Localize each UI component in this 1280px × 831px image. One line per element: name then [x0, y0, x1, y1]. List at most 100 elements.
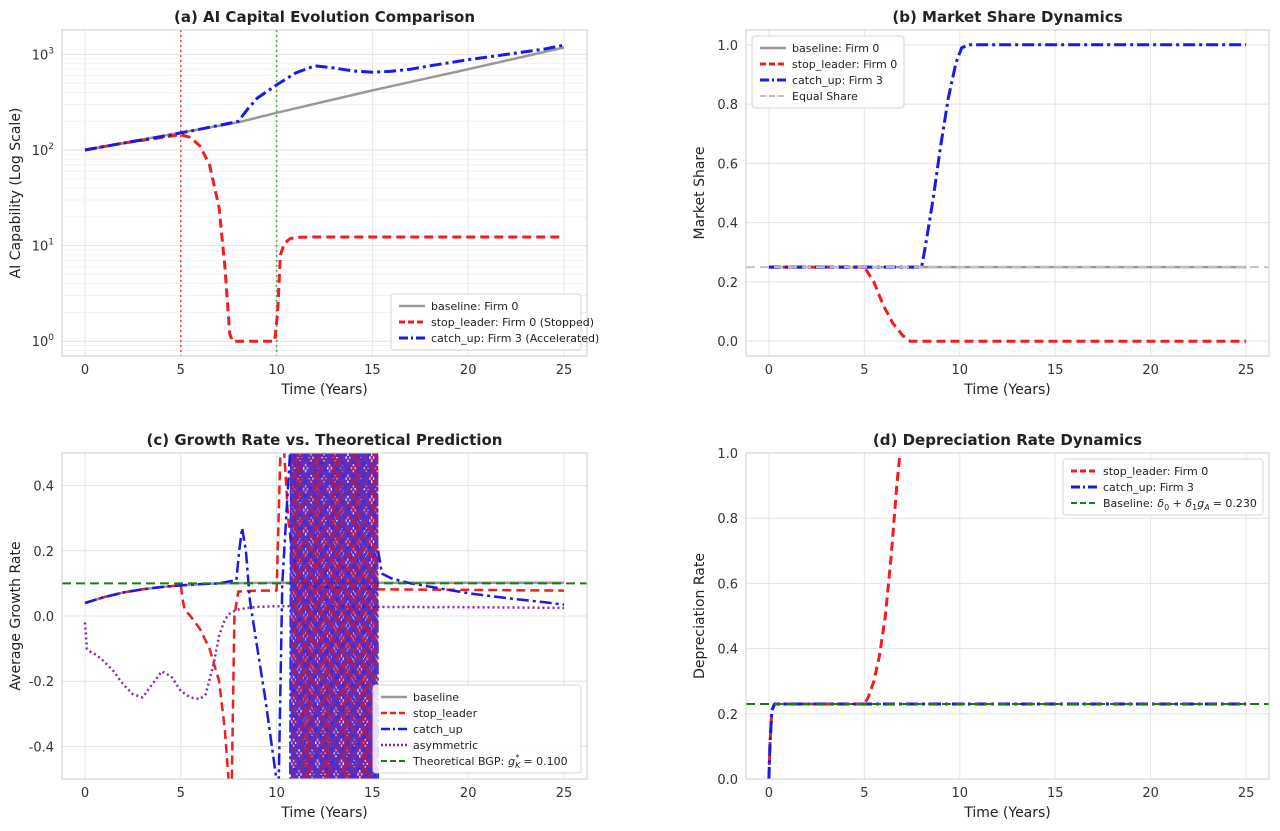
legend-math: δ: [1157, 497, 1164, 510]
y-axis-label: Market Share: [692, 147, 708, 240]
y-tick-label: 101: [32, 238, 54, 255]
legend-label: baseline: Firm 0: [792, 42, 879, 55]
y-tick-label: 0.4: [717, 217, 738, 232]
y-tick-label: 0.2: [717, 276, 738, 291]
x-tick-label: 20: [1142, 786, 1159, 801]
legend-label: asymmetric: [413, 739, 478, 752]
x-tick-label: 0: [765, 363, 773, 378]
legend-box: [751, 35, 905, 109]
chart-title: (b) Market Share Dynamics: [892, 8, 1122, 26]
legend: baseline: Firm 0 stop_leader: Firm 0 catch…: [751, 35, 905, 109]
y-tick-exponent: 2: [48, 142, 54, 152]
x-tick-label: 25: [556, 786, 573, 801]
y-tick-base: 10: [32, 144, 49, 159]
y-tick-label: 0.6: [717, 157, 738, 172]
legend-math: A: [1203, 503, 1209, 512]
y-tick-base: 10: [32, 240, 49, 255]
x-tick-label: 5: [860, 786, 868, 801]
y-tick-exponent: 0: [48, 333, 54, 343]
x-tick-label: 0: [81, 363, 89, 378]
legend-math: 0: [1164, 503, 1169, 512]
x-tick-label: 25: [1238, 786, 1255, 801]
y-tick-label: 102: [32, 142, 54, 159]
series-line-catch_up: [768, 43, 1247, 269]
y-tick-label: 0.0: [717, 335, 738, 350]
x-tick-label: 15: [364, 363, 381, 378]
y-tick-label: 0.8: [717, 512, 738, 527]
plot-frame: [61, 452, 588, 780]
y-tick-label: 0.8: [717, 98, 738, 113]
x-tick-label: 10: [268, 786, 285, 801]
x-tick-label: 20: [460, 786, 477, 801]
panel-d: 0 5 10 15 20 250.00.20.40.60.81.0(d) Deprecia…: [692, 431, 1270, 821]
x-axis-label: Time (Years): [280, 805, 368, 821]
y-axis-label: Depreciation Rate: [692, 553, 708, 679]
x-tick-label: 15: [1047, 363, 1064, 378]
legend-label: catch_up: Firm 3: [792, 74, 883, 87]
y-tick-base: 10: [32, 48, 49, 63]
legend-label: catch_up: Firm 3: [1103, 481, 1194, 494]
legend-label: Baseline: δ0 + δ1gA = 0.230: [1103, 497, 1257, 512]
y-tick-label: 100: [32, 333, 55, 350]
legend-label: stop_leader: [413, 707, 478, 720]
legend-label-part: = 0.230: [1213, 497, 1257, 510]
legend: baselinestop_leadercatch_upasymmetricThe…: [372, 684, 582, 774]
x-tick-label: 20: [460, 363, 477, 378]
y-tick-label: 0.4: [717, 643, 738, 658]
series-line-tail: [376, 550, 565, 606]
legend-math: g: [1197, 497, 1204, 510]
x-tick-label: 25: [1238, 363, 1255, 378]
legend-box: [372, 684, 582, 774]
chart-title: (c) Growth Rate vs. Theoretical Predicti…: [147, 431, 503, 449]
y-tick-label: 0.0: [717, 773, 738, 788]
y-tick-label: -0.2: [29, 675, 54, 690]
y-axis-label: Average Growth Rate: [8, 541, 24, 690]
chart-title: (d) Depreciation Rate Dynamics: [873, 431, 1142, 449]
y-tick-exponent: 1: [48, 238, 54, 248]
legend-label: Equal Share: [792, 90, 858, 103]
y-tick-label: 0.2: [33, 545, 54, 560]
x-tick-label: 0: [81, 786, 89, 801]
series-line-stop_leader: [768, 265, 1247, 343]
series-layer: [746, 453, 1269, 779]
y-tick-label: 1.0: [717, 447, 738, 462]
legend-label-part: Baseline:: [1103, 497, 1153, 510]
chart-title: (a) AI Capital Evolution Comparison: [174, 8, 475, 26]
x-tick-label: 10: [952, 786, 969, 801]
x-tick-label: 5: [860, 363, 868, 378]
legend-label-part: = 0.100: [523, 755, 567, 768]
panel-c: 0 5 10 15 20 25 -0.4 -0.2 0.0 0.2 0.4 (c) Growth Ra…: [8, 431, 588, 821]
legend-math: +: [1169, 497, 1185, 510]
legend-label: catch_up: Firm 3 (Accelerated): [431, 332, 599, 345]
legend-math: g: [508, 755, 515, 768]
x-tick-label: 20: [1142, 363, 1159, 378]
x-tick-label: 0: [765, 786, 773, 801]
x-tick-label: 10: [268, 363, 285, 378]
legend: baseline: Firm 0 stop_leader: Firm 0 (Sto…: [390, 293, 599, 351]
y-tick-label: 0.4: [33, 480, 54, 495]
series-layer: [84, 43, 565, 343]
y-tick-label: -0.4: [29, 740, 54, 755]
legend-math-sub: K: [515, 761, 521, 770]
x-tick-label: 25: [556, 363, 573, 378]
legend-label: Theoretical BGP: gK* = 0.100: [412, 753, 568, 770]
series-line-stop_leader: [84, 453, 565, 779]
series-line-stop_leader: [84, 133, 564, 343]
legend-label-part: Theoretical BGP:: [412, 755, 504, 768]
legend: stop_leader: Firm 0 catch_up: Firm 3 Basel…: [1062, 458, 1264, 516]
x-tick-label: 5: [177, 363, 185, 378]
y-tick-label: 0.6: [717, 577, 738, 592]
x-tick-label: 5: [177, 786, 185, 801]
plot-frame: [745, 29, 1270, 357]
plot-frame: [745, 452, 1270, 780]
legend-label: stop_leader: Firm 0: [1103, 465, 1208, 478]
y-axis-label: AI Capability (Log Scale): [8, 108, 24, 279]
y-tick-label: 103: [32, 46, 54, 63]
series-layer: [62, 453, 587, 779]
legend-box: [1062, 458, 1264, 516]
x-axis-label: Time (Years): [280, 382, 368, 398]
x-tick-label: 15: [1047, 786, 1064, 801]
x-axis-label: Time (Years): [963, 382, 1051, 398]
series-line-catch_up: [84, 43, 565, 152]
